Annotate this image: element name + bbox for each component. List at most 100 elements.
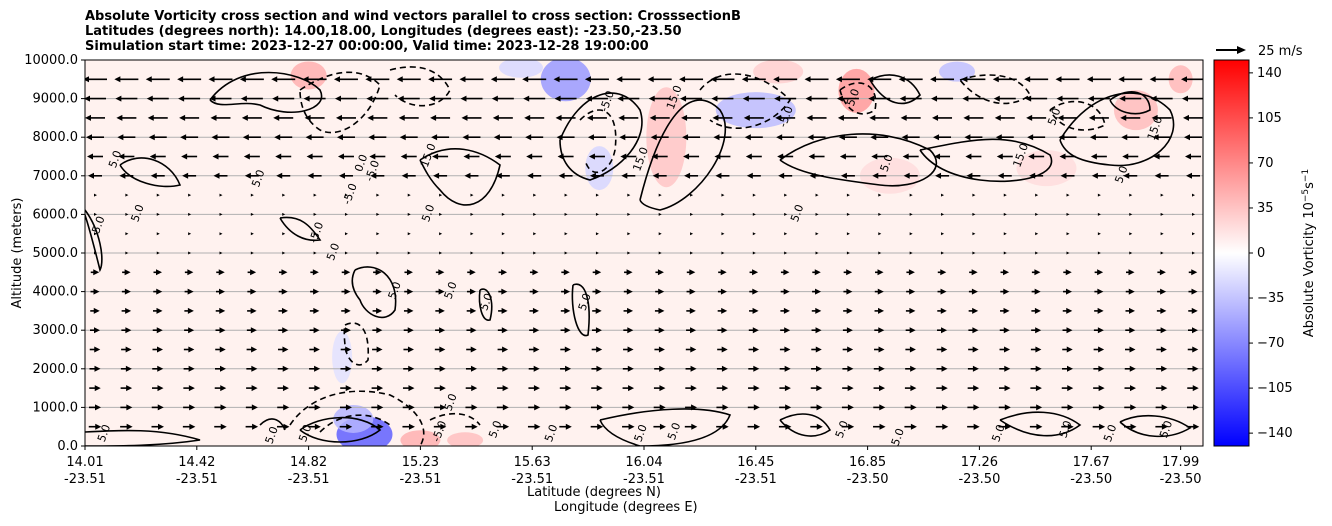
wind-vector <box>655 288 665 295</box>
wind-vector <box>1186 423 1200 430</box>
wind-vector-head <box>721 251 725 255</box>
wind-vector <box>780 327 791 334</box>
wind-vector-head <box>1185 153 1191 160</box>
wind-vector <box>241 114 262 121</box>
wind-vector-head <box>470 346 477 353</box>
wind-vector-head <box>492 114 499 121</box>
wind-vector-head <box>440 423 447 430</box>
wind-vector-head <box>177 76 184 83</box>
contour-positive <box>639 99 726 211</box>
wind-vector-head <box>85 76 89 83</box>
wind-vector-head <box>585 95 592 102</box>
wind-vector <box>215 307 226 314</box>
wind-vector-head <box>785 423 792 430</box>
wind-vector-head <box>1067 404 1074 411</box>
wind-vector-head <box>941 212 945 216</box>
wind-vector <box>151 385 164 392</box>
wind-vector <box>250 251 254 255</box>
wind-vector <box>246 346 258 353</box>
contour-positive <box>299 416 382 443</box>
wind-vector <box>555 114 576 121</box>
wind-vector-head <box>722 423 729 430</box>
wind-vector <box>491 95 514 102</box>
wind-vector-head <box>312 269 319 276</box>
wind-vector-head <box>125 251 129 255</box>
wind-vector <box>557 153 574 160</box>
wind-vector-head <box>1097 193 1101 197</box>
wind-vector <box>998 423 1012 430</box>
quiver-key: 25 m/s <box>1216 44 1303 59</box>
wind-vector-head <box>314 365 321 372</box>
wind-vector <box>747 423 761 430</box>
wind-vector-head <box>145 76 152 83</box>
wind-vector <box>465 423 478 430</box>
vorticity-blob <box>332 331 353 384</box>
wind-vector-head <box>94 327 100 334</box>
wind-vector <box>846 193 850 197</box>
wind-vector <box>214 423 227 430</box>
wind-vector-head <box>713 134 720 141</box>
wind-vector <box>742 95 765 102</box>
wind-vector-head <box>564 346 571 353</box>
wind-vector <box>533 232 537 236</box>
wind-vector-head <box>187 307 194 314</box>
wind-vector <box>838 134 857 141</box>
wind-vector <box>240 95 263 102</box>
wind-vector-head <box>376 232 380 236</box>
wind-vector-head <box>157 385 164 392</box>
wind-vector-head <box>1034 307 1041 314</box>
wind-vector <box>591 346 603 353</box>
contour-positive <box>119 157 182 188</box>
wind-vector <box>627 232 631 236</box>
wind-vector-head <box>338 172 345 179</box>
wind-vector-head <box>972 365 979 372</box>
wind-vector-head <box>909 307 916 314</box>
wind-vector-head <box>157 404 164 411</box>
wind-vector <box>439 212 443 216</box>
wind-vector <box>1187 385 1199 392</box>
wind-vector-head <box>553 76 560 83</box>
wind-vector-head <box>188 212 192 216</box>
title-line-3: Simulation start time: 2023-12-27 00:00:… <box>85 39 649 54</box>
y-tick-label: 7000.0 <box>33 169 79 184</box>
wind-vector-head <box>219 251 223 255</box>
wind-vector-head <box>715 172 722 179</box>
wind-vector <box>1059 153 1076 160</box>
wind-vector-head <box>1192 193 1195 197</box>
wind-vector-head <box>368 134 375 141</box>
wind-vector <box>1150 95 1173 102</box>
contour-positive <box>571 283 590 337</box>
wind-vector-head <box>431 134 438 141</box>
wind-vector-head <box>689 269 696 276</box>
wind-vector <box>1086 76 1111 83</box>
vorticity-blob <box>540 60 591 102</box>
wind-vector-head <box>910 365 917 372</box>
wind-vector <box>716 365 728 372</box>
wind-vector-head <box>502 346 509 353</box>
wind-vector-head <box>1066 193 1070 197</box>
wind-vectors <box>85 76 1203 430</box>
wind-vector-head <box>272 95 279 102</box>
wind-vector <box>909 212 913 216</box>
wind-vector-head <box>180 134 187 141</box>
wind-vector-head <box>1059 153 1066 160</box>
wind-vector-head <box>376 346 383 353</box>
wind-vector-head <box>1035 193 1039 197</box>
wind-vector-head <box>1193 423 1200 430</box>
wind-vector-head <box>1003 327 1010 334</box>
wind-vector-head <box>407 212 411 216</box>
vorticity-blob <box>939 61 976 82</box>
wind-vector <box>372 346 383 353</box>
wind-vector-head <box>95 423 102 430</box>
wind-vector <box>1087 95 1110 102</box>
wind-vector <box>595 212 599 216</box>
wind-vector <box>905 346 916 353</box>
wind-vector-head <box>753 385 760 392</box>
wind-vector-head <box>595 232 599 236</box>
wind-vector <box>749 288 759 295</box>
wind-vector <box>466 288 476 295</box>
wind-vector <box>1088 114 1109 121</box>
wind-vector-head <box>783 269 790 276</box>
wind-vector-head <box>433 172 440 179</box>
wind-vector <box>1003 232 1007 236</box>
